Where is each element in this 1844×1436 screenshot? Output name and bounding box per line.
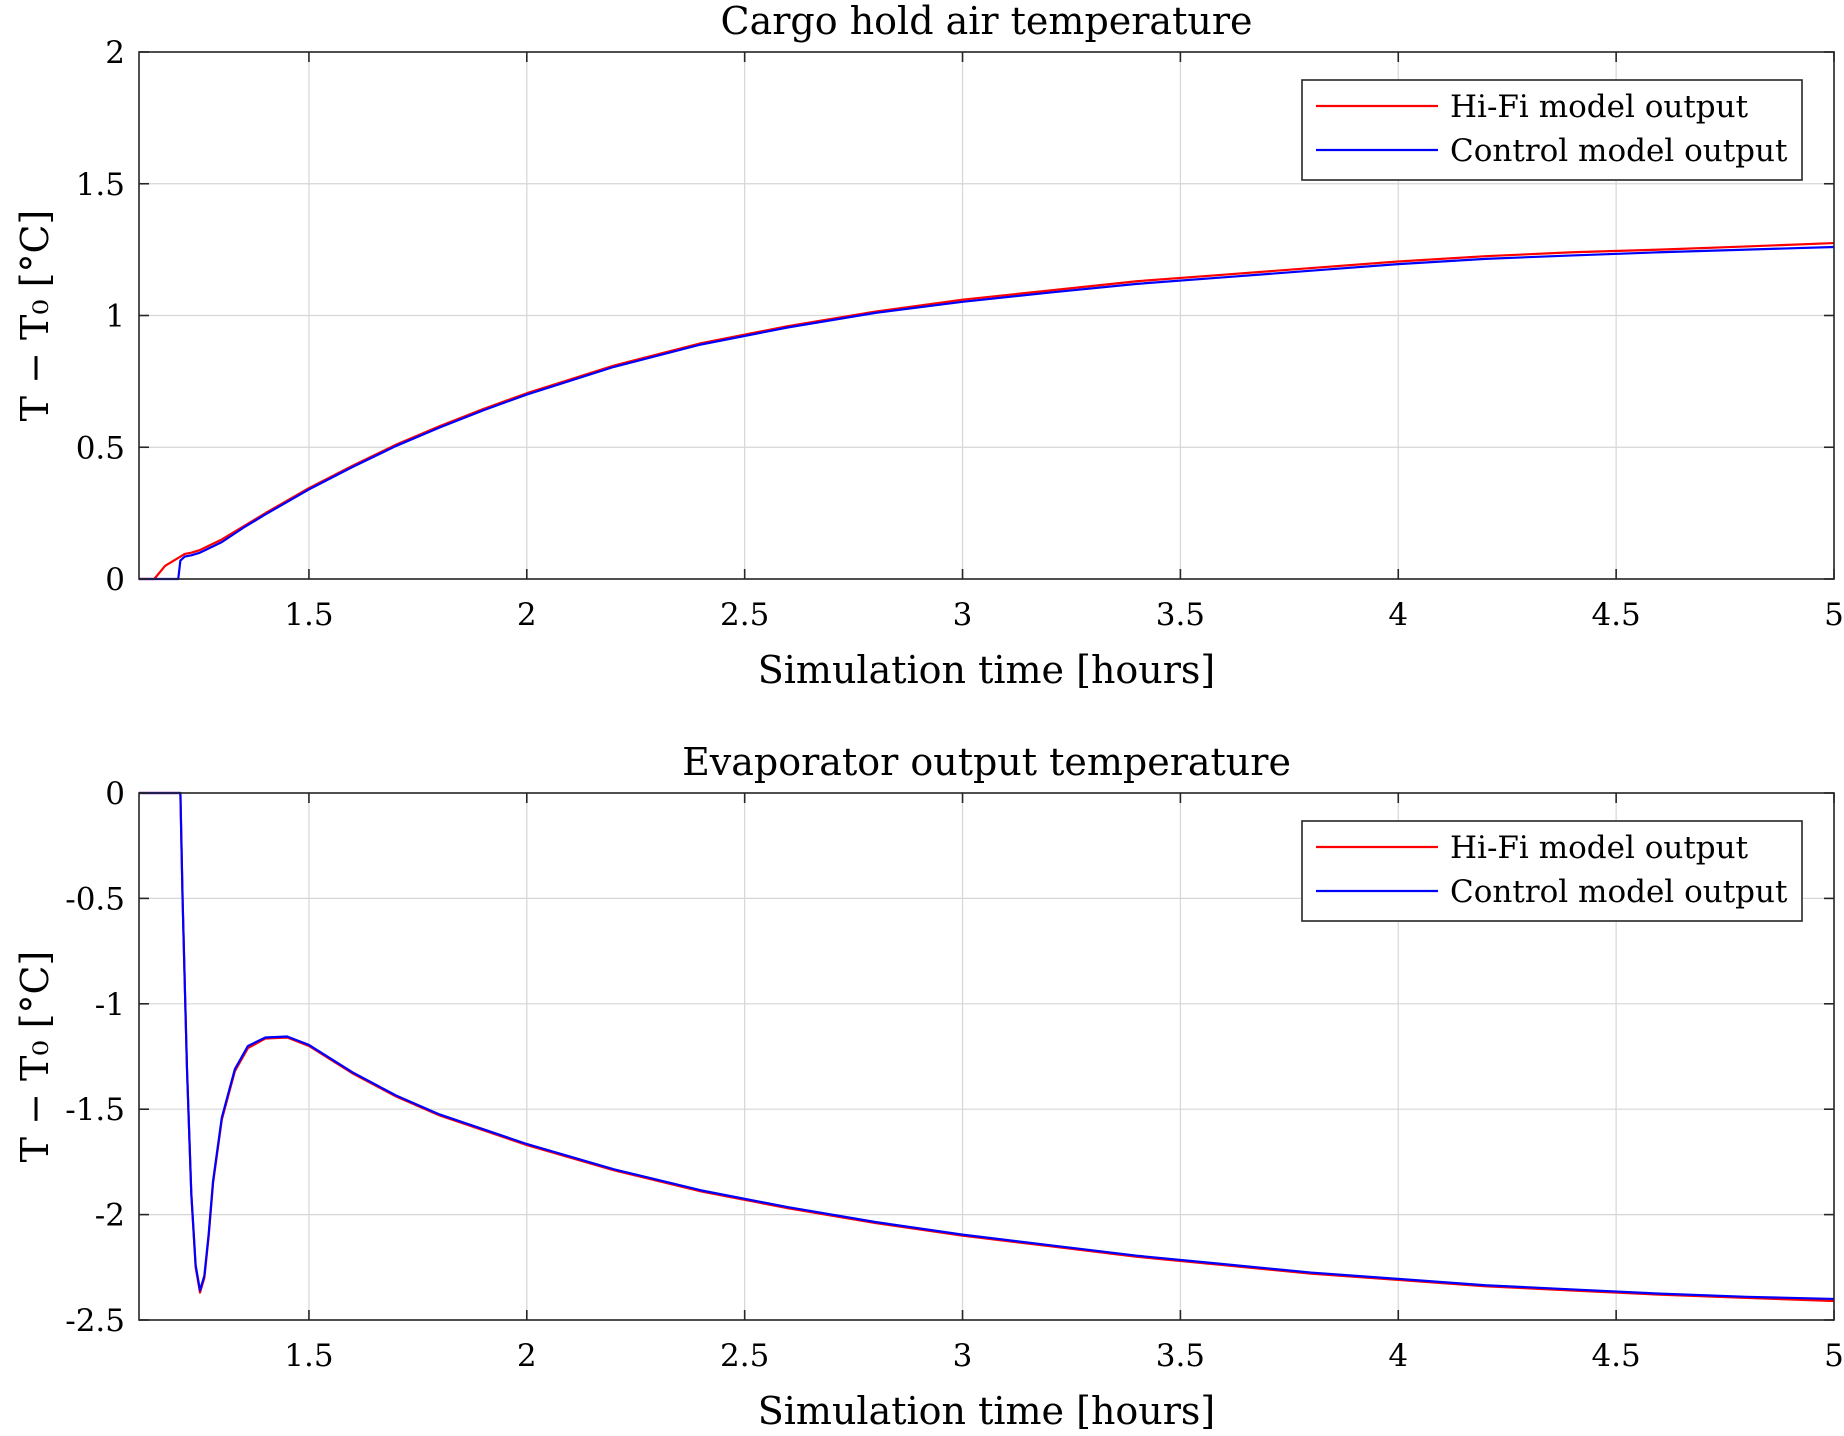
y-tick-label: 0.5 <box>76 430 125 466</box>
x-tick-label: 4 <box>1388 1338 1408 1374</box>
x-tick-label: 5 <box>1824 597 1844 633</box>
x-tick-label: 3.5 <box>1156 597 1205 633</box>
y-axis-label: T − T₀ [°C] <box>13 210 57 422</box>
legend-box <box>1301 79 1803 181</box>
x-tick-label: 4.5 <box>1591 597 1640 633</box>
y-tick-label: 0 <box>105 562 125 598</box>
y-axis-label: T − T₀ [°C] <box>13 951 57 1163</box>
x-tick-label: 4 <box>1388 597 1408 633</box>
x-tick-label: 3.5 <box>1156 1338 1205 1374</box>
chart-title: Evaporator output temperature <box>682 740 1291 784</box>
chart-title: Cargo hold air temperature <box>721 0 1253 43</box>
x-axis-label: Simulation time [hours] <box>758 648 1216 692</box>
x-tick-label: 2 <box>517 1338 537 1374</box>
x-tick-label: 3 <box>953 1338 973 1374</box>
y-tick-label: -1.5 <box>65 1092 125 1128</box>
legend-label: Hi-Fi model output <box>1450 89 1749 125</box>
legend: Hi-Fi model output Control model output <box>1301 79 1803 181</box>
x-tick-label: 4.5 <box>1591 1338 1640 1374</box>
y-tick-label: 1.5 <box>76 167 125 203</box>
y-tick-label: -1 <box>95 987 125 1023</box>
series-line-control <box>139 791 1835 1301</box>
series-line-control <box>139 245 1835 581</box>
y-tick-label: -2.5 <box>65 1303 125 1339</box>
x-tick-label: 2.5 <box>720 597 769 633</box>
legend: Hi-Fi model output Control model output <box>1301 820 1803 922</box>
y-tick-label: 2 <box>105 35 125 71</box>
x-tick-label: 1.5 <box>284 1338 333 1374</box>
legend-box <box>1301 820 1803 922</box>
x-tick-label: 1.5 <box>284 597 333 633</box>
legend-label: Hi-Fi model output <box>1450 830 1749 866</box>
chart-2: 1.5 2 2.5 3 3.5 4 4.5 5 -2.5 -2 -1.5 -1 -0.5 0 Evapora… <box>13 740 1844 1433</box>
series-line-hifi <box>139 241 1835 581</box>
x-tick-label: 3 <box>953 597 973 633</box>
x-tick-label: 2.5 <box>720 1338 769 1374</box>
legend-label: Control model output <box>1450 133 1788 169</box>
axes-box <box>138 792 1835 1321</box>
chart-1: 1.5 2 2.5 3 3.5 4 4.5 5 0 0.5 1 1.5 2 Cargo hold air … <box>13 0 1844 692</box>
y-tick-label: 1 <box>105 299 125 335</box>
legend-label: Control model output <box>1450 874 1788 910</box>
y-tick-label: -0.5 <box>65 881 125 917</box>
y-tick-label: 0 <box>105 776 125 812</box>
x-axis-label: Simulation time [hours] <box>758 1389 1216 1433</box>
x-tick-label: 2 <box>517 597 537 633</box>
x-tick-label: 5 <box>1824 1338 1844 1374</box>
y-tick-label: -2 <box>95 1198 125 1234</box>
